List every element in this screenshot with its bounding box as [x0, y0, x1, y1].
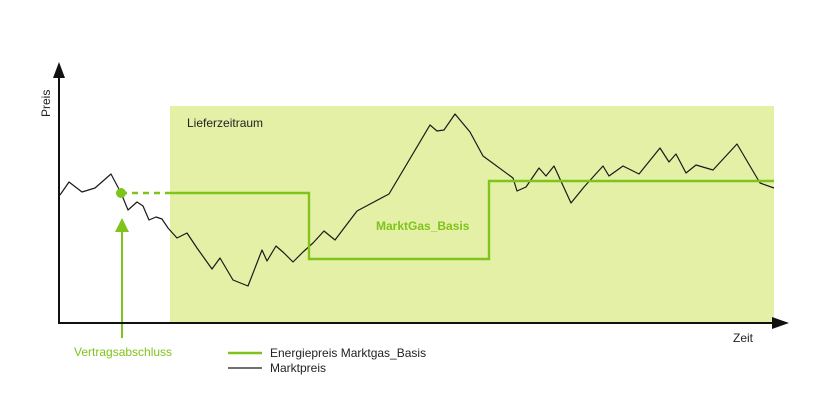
x-axis-arrow-head-icon [772, 317, 789, 329]
legend-label-energy-price: Energiepreis Marktgas_Basis [270, 346, 426, 360]
contract-dot-icon [116, 188, 126, 198]
contract-label: Vertragsabschluss [74, 345, 172, 359]
product-label: MarktGas_Basis [376, 219, 470, 233]
y-axis-arrow-head-icon [53, 62, 65, 78]
market-price-line [59, 113, 775, 287]
energy-price-line [170, 179, 774, 261]
delivery-period-label: Lieferzeitraum [187, 116, 263, 130]
delivery-period-area [170, 106, 774, 322]
y-axis-label: Preis [39, 90, 53, 117]
x-axis-label: Zeit [733, 331, 754, 345]
contract-arrow-head-icon [115, 218, 129, 232]
legend-label-market-price: Marktpreis [270, 361, 326, 375]
